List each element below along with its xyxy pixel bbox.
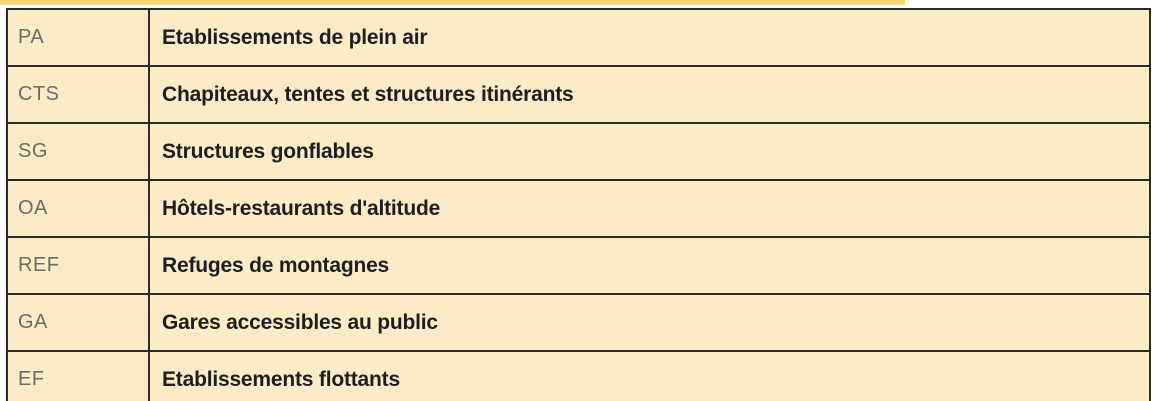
table-row: PA Etablissements de plein air (6, 8, 1151, 67)
category-label: Chapiteaux, tentes et structures itinéra… (148, 65, 1151, 124)
category-code: SG (6, 122, 150, 181)
table-row: OA Hôtels-restaurants d'altitude (6, 179, 1151, 238)
category-label: Etablissements de plein air (148, 8, 1151, 67)
top-accent-bar (0, 0, 905, 5)
category-label: Etablissements flottants (148, 350, 1151, 401)
erp-category-table: PA Etablissements de plein air CTS Chapi… (6, 8, 1151, 401)
category-code: OA (6, 179, 150, 238)
category-code: GA (6, 293, 150, 352)
table-row: SG Structures gonflables (6, 122, 1151, 181)
category-label: Refuges de montagnes (148, 236, 1151, 295)
category-code: REF (6, 236, 150, 295)
category-label: Hôtels-restaurants d'altitude (148, 179, 1151, 238)
category-label: Gares accessibles au public (148, 293, 1151, 352)
table-row: GA Gares accessibles au public (6, 293, 1151, 352)
category-code: PA (6, 8, 150, 67)
category-code: EF (6, 350, 150, 401)
erp-category-table-wrapper: PA Etablissements de plein air CTS Chapi… (6, 8, 1151, 401)
table-row: EF Etablissements flottants (6, 350, 1151, 401)
table-row: CTS Chapiteaux, tentes et structures iti… (6, 65, 1151, 124)
table-row: REF Refuges de montagnes (6, 236, 1151, 295)
category-code: CTS (6, 65, 150, 124)
category-label: Structures gonflables (148, 122, 1151, 181)
